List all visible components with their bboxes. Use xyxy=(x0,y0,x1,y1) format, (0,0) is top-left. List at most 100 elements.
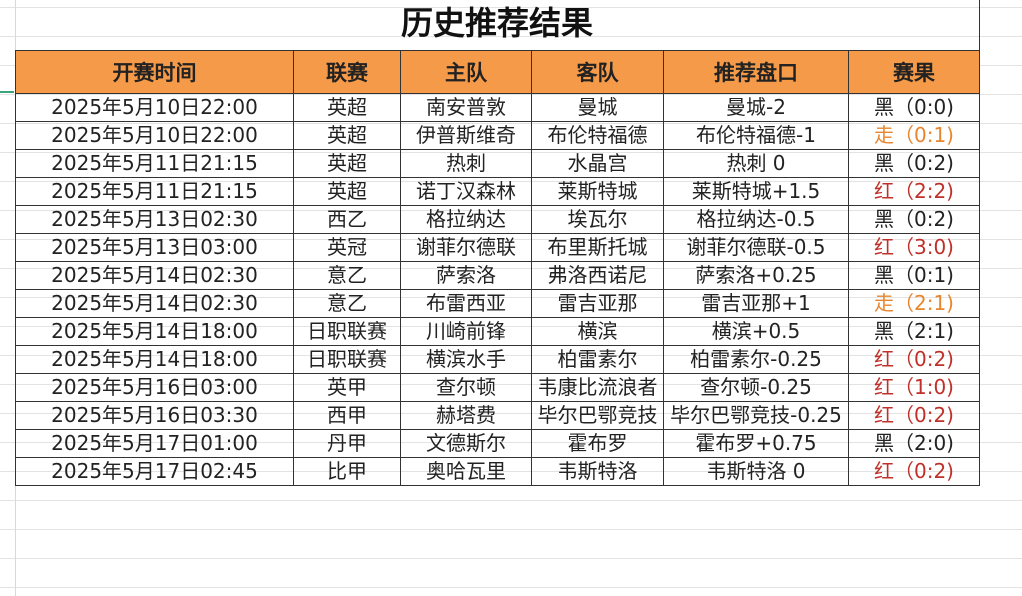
cell-away[interactable]: 布伦特福德 xyxy=(531,121,664,150)
cell-league[interactable]: 意乙 xyxy=(293,289,401,318)
cell-home[interactable]: 谢菲尔德联 xyxy=(400,233,532,262)
cell-home[interactable]: 热刺 xyxy=(400,149,532,178)
cell-result[interactable]: 红（2:2) xyxy=(848,177,980,206)
cell-result[interactable]: 黑（0:0) xyxy=(848,93,980,122)
cell-league[interactable]: 英超 xyxy=(293,93,401,122)
cell-home[interactable]: 诺丁汉森林 xyxy=(400,177,532,206)
cell-time[interactable]: 2025年5月13日02:30 xyxy=(15,205,294,234)
cell-time[interactable]: 2025年5月13日03:00 xyxy=(15,233,294,262)
cell-result[interactable]: 红（0:2) xyxy=(848,401,980,430)
cell-result[interactable]: 走（2:1) xyxy=(848,289,980,318)
table-row: 2025年5月11日21:15 英超 诺丁汉森林 莱斯特城 莱斯特城+1.5 红（2:2) xyxy=(15,177,980,206)
cell-away[interactable]: 柏雷素尔 xyxy=(531,345,664,374)
cell-home[interactable]: 横滨水手 xyxy=(400,345,532,374)
cell-away[interactable]: 霍布罗 xyxy=(531,429,664,458)
cell-result[interactable]: 黑（0:2) xyxy=(848,149,980,178)
header-handicap[interactable]: 推荐盘口 xyxy=(663,50,849,94)
cell-time[interactable]: 2025年5月11日21:15 xyxy=(15,177,294,206)
cell-handicap[interactable]: 曼城-2 xyxy=(663,93,849,122)
selected-row-marker xyxy=(0,91,14,93)
cell-time[interactable]: 2025年5月14日18:00 xyxy=(15,345,294,374)
cell-result[interactable]: 红（1:0) xyxy=(848,373,980,402)
cell-time[interactable]: 2025年5月10日22:00 xyxy=(15,93,294,122)
cell-home[interactable]: 川崎前锋 xyxy=(400,317,532,346)
cell-time[interactable]: 2025年5月10日22:00 xyxy=(15,121,294,150)
cell-handicap[interactable]: 格拉纳达-0.5 xyxy=(663,205,849,234)
header-time[interactable]: 开赛时间 xyxy=(15,50,294,94)
table-row: 2025年5月13日02:30 西乙 格拉纳达 埃瓦尔 格拉纳达-0.5 黑（0:2) xyxy=(15,205,980,234)
cell-home[interactable]: 南安普敦 xyxy=(400,93,532,122)
cell-away[interactable]: 布里斯托城 xyxy=(531,233,664,262)
cell-home[interactable]: 萨索洛 xyxy=(400,261,532,290)
cell-handicap[interactable]: 雷吉亚那+1 xyxy=(663,289,849,318)
cell-result[interactable]: 黑（2:0) xyxy=(848,429,980,458)
cell-away[interactable]: 弗洛西诺尼 xyxy=(531,261,664,290)
cell-home[interactable]: 赫塔费 xyxy=(400,401,532,430)
cell-time[interactable]: 2025年5月16日03:30 xyxy=(15,401,294,430)
cell-time[interactable]: 2025年5月17日01:00 xyxy=(15,429,294,458)
cell-handicap[interactable]: 热刺 0 xyxy=(663,149,849,178)
cell-home[interactable]: 格拉纳达 xyxy=(400,205,532,234)
cell-league[interactable]: 英超 xyxy=(293,177,401,206)
table-row: 2025年5月16日03:30 西甲 赫塔费 毕尔巴鄂竞技 毕尔巴鄂竞技-0.25 红（0… xyxy=(15,401,980,430)
cell-result[interactable]: 红（0:2) xyxy=(848,345,980,374)
cell-home[interactable]: 查尔顿 xyxy=(400,373,532,402)
cell-league[interactable]: 丹甲 xyxy=(293,429,401,458)
cell-league[interactable]: 英冠 xyxy=(293,233,401,262)
cell-league[interactable]: 意乙 xyxy=(293,261,401,290)
cell-league[interactable]: 英甲 xyxy=(293,373,401,402)
header-home[interactable]: 主队 xyxy=(400,50,532,94)
header-result[interactable]: 赛果 xyxy=(848,50,980,94)
cell-away[interactable]: 毕尔巴鄂竞技 xyxy=(531,401,664,430)
cell-result[interactable]: 红（0:2) xyxy=(848,457,980,486)
table-row: 2025年5月13日03:00 英冠 谢菲尔德联 布里斯托城 谢菲尔德联-0.5 红（3:… xyxy=(15,233,980,262)
results-table: 开赛时间 联赛 主队 客队 推荐盘口 赛果 2025年5月10日22:00 英超南… xyxy=(15,50,980,486)
cell-home[interactable]: 伊普斯维奇 xyxy=(400,121,532,150)
cell-handicap[interactable]: 柏雷素尔-0.25 xyxy=(663,345,849,374)
cell-away[interactable]: 埃瓦尔 xyxy=(531,205,664,234)
cell-handicap[interactable]: 横滨+0.5 xyxy=(663,317,849,346)
cell-away[interactable]: 雷吉亚那 xyxy=(531,289,664,318)
cell-away[interactable]: 水晶宫 xyxy=(531,149,664,178)
cell-league[interactable]: 比甲 xyxy=(293,457,401,486)
cell-handicap[interactable]: 韦斯特洛 0 xyxy=(663,457,849,486)
cell-away[interactable]: 韦康比流浪者 xyxy=(531,373,664,402)
sheet-title[interactable]: 历史推荐结果 xyxy=(400,4,593,42)
cell-away[interactable]: 横滨 xyxy=(531,317,664,346)
cell-league[interactable]: 英超 xyxy=(293,121,401,150)
cell-handicap[interactable]: 毕尔巴鄂竞技-0.25 xyxy=(663,401,849,430)
table-row: 2025年5月17日01:00 丹甲 文德斯尔 霍布罗 霍布罗+0.75 黑（2:0) xyxy=(15,429,980,458)
cell-home[interactable]: 布雷西亚 xyxy=(400,289,532,318)
table-row: 2025年5月14日02:30 意乙 萨索洛 弗洛西诺尼 萨索洛+0.25 黑（0:1) xyxy=(15,261,980,290)
cell-handicap[interactable]: 谢菲尔德联-0.5 xyxy=(663,233,849,262)
cell-time[interactable]: 2025年5月16日03:00 xyxy=(15,373,294,402)
cell-result[interactable]: 走（0:1) xyxy=(848,121,980,150)
cell-away[interactable]: 莱斯特城 xyxy=(531,177,664,206)
cell-result[interactable]: 黑（0:2) xyxy=(848,205,980,234)
cell-league[interactable]: 日职联赛 xyxy=(293,345,401,374)
cell-time[interactable]: 2025年5月17日02:45 xyxy=(15,457,294,486)
cell-time[interactable]: 2025年5月14日18:00 xyxy=(15,317,294,346)
cell-time[interactable]: 2025年5月14日02:30 xyxy=(15,261,294,290)
table-row: 2025年5月16日03:00 英甲 查尔顿 韦康比流浪者 查尔顿-0.25 红（1:0) xyxy=(15,373,980,402)
cell-league[interactable]: 西乙 xyxy=(293,205,401,234)
cell-result[interactable]: 黑（0:1) xyxy=(848,261,980,290)
cell-handicap[interactable]: 布伦特福德-1 xyxy=(663,121,849,150)
cell-away[interactable]: 韦斯特洛 xyxy=(531,457,664,486)
cell-handicap[interactable]: 莱斯特城+1.5 xyxy=(663,177,849,206)
cell-league[interactable]: 英超 xyxy=(293,149,401,178)
cell-time[interactable]: 2025年5月11日21:15 xyxy=(15,149,294,178)
cell-result[interactable]: 红（3:0) xyxy=(848,233,980,262)
cell-league[interactable]: 日职联赛 xyxy=(293,317,401,346)
cell-handicap[interactable]: 萨索洛+0.25 xyxy=(663,261,849,290)
cell-handicap[interactable]: 霍布罗+0.75 xyxy=(663,429,849,458)
cell-home[interactable]: 文德斯尔 xyxy=(400,429,532,458)
cell-away[interactable]: 曼城 xyxy=(531,93,664,122)
cell-handicap[interactable]: 查尔顿-0.25 xyxy=(663,373,849,402)
header-league[interactable]: 联赛 xyxy=(293,50,401,94)
cell-league[interactable]: 西甲 xyxy=(293,401,401,430)
header-away[interactable]: 客队 xyxy=(531,50,664,94)
cell-time[interactable]: 2025年5月14日02:30 xyxy=(15,289,294,318)
cell-result[interactable]: 黑（2:1) xyxy=(848,317,980,346)
cell-home[interactable]: 奥哈瓦里 xyxy=(400,457,532,486)
